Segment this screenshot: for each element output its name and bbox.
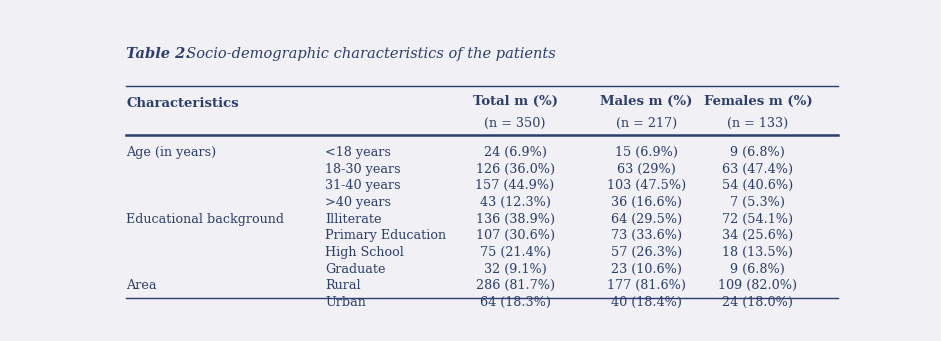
Text: 126 (36.0%): 126 (36.0%) (475, 163, 554, 176)
Text: 72 (54.1%): 72 (54.1%) (723, 213, 793, 226)
Text: 15 (6.9%): 15 (6.9%) (614, 146, 678, 159)
Text: 9 (6.8%): 9 (6.8%) (730, 146, 786, 159)
Text: 63 (47.4%): 63 (47.4%) (723, 163, 793, 176)
Text: 286 (81.7%): 286 (81.7%) (475, 279, 554, 292)
Text: 43 (12.3%): 43 (12.3%) (480, 196, 550, 209)
Text: Socio-demographic characteristics of the patients: Socio-demographic characteristics of the… (178, 47, 556, 61)
Text: 7 (5.3%): 7 (5.3%) (730, 196, 786, 209)
Text: 136 (38.9%): 136 (38.9%) (475, 213, 554, 226)
Text: 18 (13.5%): 18 (13.5%) (723, 246, 793, 259)
Text: Area: Area (126, 279, 157, 292)
Text: 23 (10.6%): 23 (10.6%) (611, 263, 682, 276)
Text: 40 (18.4%): 40 (18.4%) (611, 296, 682, 309)
Text: Educational background: Educational background (126, 213, 284, 226)
Text: Rural: Rural (326, 279, 361, 292)
Text: 103 (47.5%): 103 (47.5%) (607, 179, 686, 192)
Text: Table 2.: Table 2. (126, 47, 191, 61)
Text: Urban: Urban (326, 296, 366, 309)
Text: 9 (6.8%): 9 (6.8%) (730, 263, 786, 276)
Text: (n = 133): (n = 133) (727, 117, 789, 130)
Text: 18-30 years: 18-30 years (326, 163, 401, 176)
Text: >40 years: >40 years (326, 196, 391, 209)
Text: (n = 350): (n = 350) (485, 117, 546, 130)
Text: 109 (82.0%): 109 (82.0%) (718, 279, 797, 292)
Text: 34 (25.6%): 34 (25.6%) (723, 229, 793, 242)
Text: 64 (18.3%): 64 (18.3%) (480, 296, 550, 309)
Text: <18 years: <18 years (326, 146, 391, 159)
Text: Characteristics: Characteristics (126, 97, 239, 110)
Text: 177 (81.6%): 177 (81.6%) (607, 279, 686, 292)
Text: 32 (9.1%): 32 (9.1%) (484, 263, 547, 276)
Text: 64 (29.5%): 64 (29.5%) (611, 213, 682, 226)
Text: 24 (18.0%): 24 (18.0%) (723, 296, 793, 309)
Text: 75 (21.4%): 75 (21.4%) (480, 246, 550, 259)
Text: Age (in years): Age (in years) (126, 146, 216, 159)
Text: 73 (33.6%): 73 (33.6%) (611, 229, 682, 242)
Text: 31-40 years: 31-40 years (326, 179, 401, 192)
Text: 157 (44.9%): 157 (44.9%) (475, 179, 554, 192)
Text: 63 (29%): 63 (29%) (617, 163, 676, 176)
Text: 57 (26.3%): 57 (26.3%) (611, 246, 682, 259)
Text: Illiterate: Illiterate (326, 213, 382, 226)
Text: (n = 217): (n = 217) (615, 117, 677, 130)
Text: 54 (40.6%): 54 (40.6%) (723, 179, 793, 192)
Text: 36 (16.6%): 36 (16.6%) (611, 196, 682, 209)
Text: Males m (%): Males m (%) (600, 95, 693, 108)
Text: Graduate: Graduate (326, 263, 386, 276)
Text: Primary Education: Primary Education (326, 229, 447, 242)
Text: 24 (6.9%): 24 (6.9%) (484, 146, 547, 159)
Text: Total m (%): Total m (%) (472, 95, 558, 108)
Text: Females m (%): Females m (%) (704, 95, 812, 108)
Text: High School: High School (326, 246, 405, 259)
Text: 107 (30.6%): 107 (30.6%) (475, 229, 554, 242)
